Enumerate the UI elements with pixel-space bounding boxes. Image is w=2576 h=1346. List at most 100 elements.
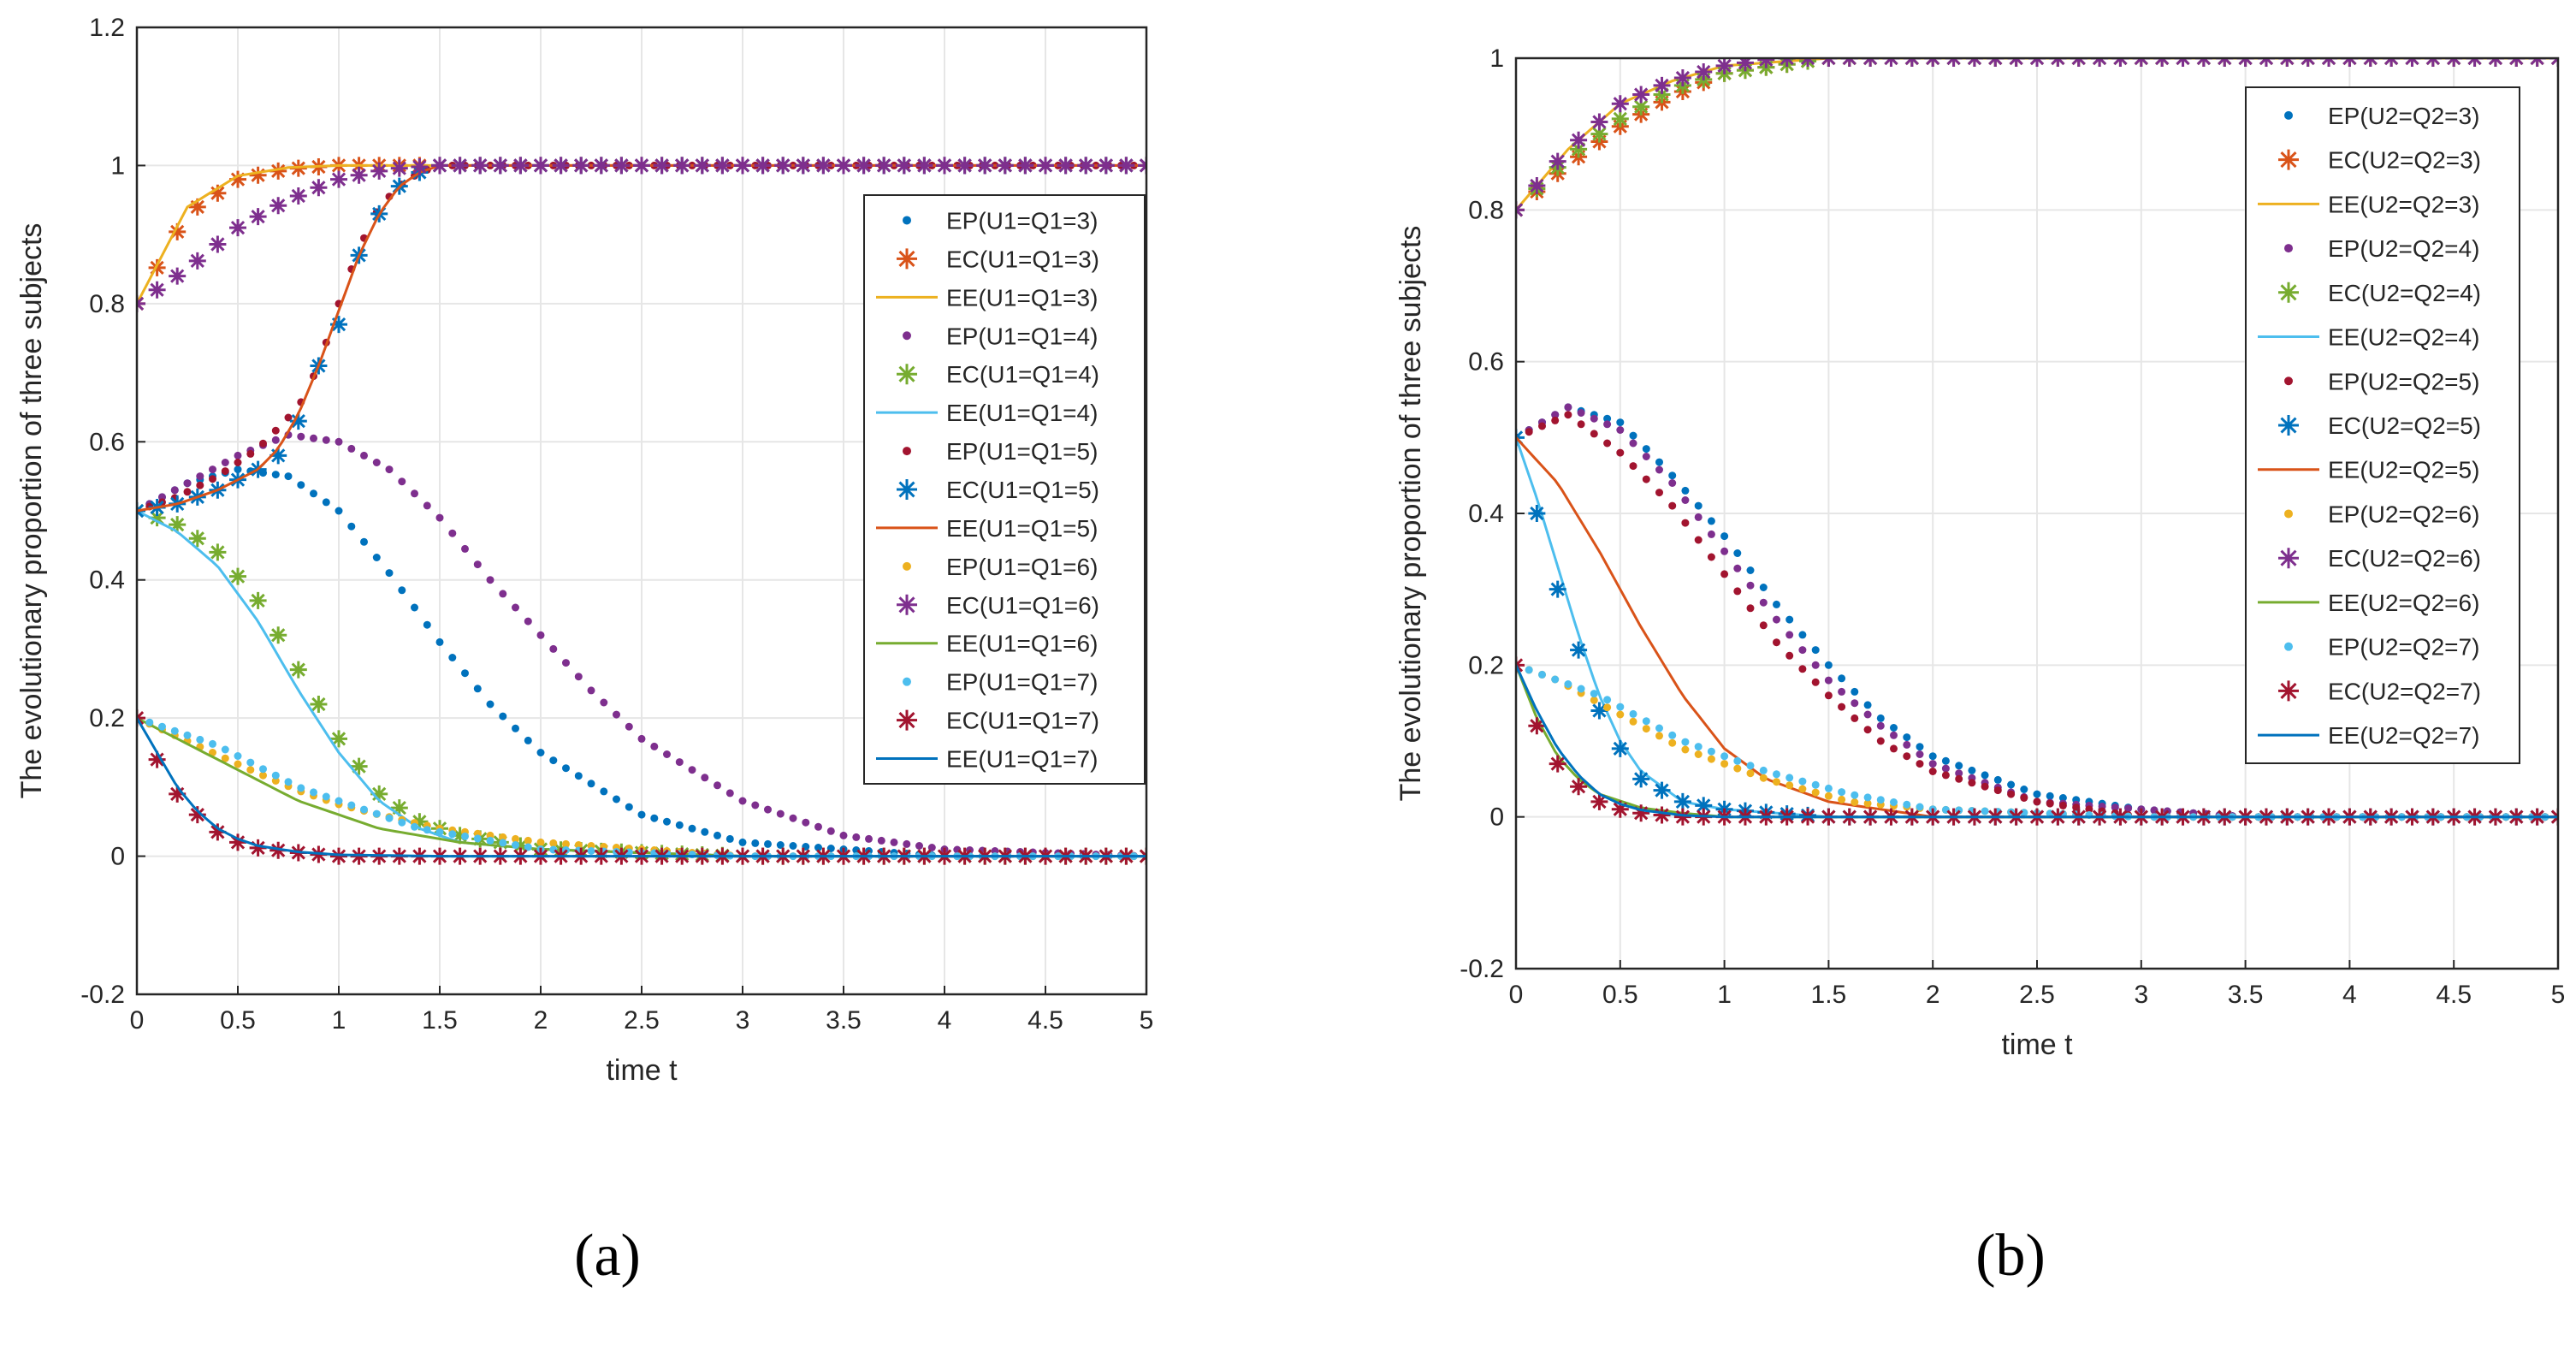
data-point-star bbox=[370, 785, 388, 803]
data-point-star bbox=[390, 159, 408, 177]
data-point bbox=[1668, 738, 1677, 747]
data-point bbox=[587, 780, 595, 788]
data-point bbox=[1668, 479, 1677, 487]
data-point bbox=[1603, 420, 1612, 429]
data-point-star bbox=[512, 157, 530, 175]
legend-label: EE(U2=Q2=4) bbox=[2328, 324, 2479, 351]
data-point bbox=[2085, 805, 2093, 814]
data-point bbox=[461, 832, 469, 840]
data-point bbox=[1564, 403, 1572, 412]
data-point bbox=[714, 781, 721, 790]
series-EC(U2=Q2=6) bbox=[1516, 58, 2558, 219]
data-point bbox=[927, 844, 936, 851]
data-point-star bbox=[330, 847, 347, 865]
data-point bbox=[1890, 744, 1898, 753]
data-point bbox=[1838, 795, 1846, 803]
data-point-star bbox=[370, 162, 388, 180]
legend-dot-marker bbox=[903, 677, 911, 686]
y-tick-label: 1 bbox=[110, 151, 125, 180]
data-point-star bbox=[209, 823, 227, 841]
data-point bbox=[1773, 600, 1780, 608]
data-point bbox=[1851, 798, 1859, 806]
data-point bbox=[1681, 519, 1690, 527]
data-point bbox=[1655, 458, 1663, 466]
data-point bbox=[600, 698, 608, 707]
data-point bbox=[587, 686, 595, 695]
data-point bbox=[1785, 631, 1794, 639]
data-point-star bbox=[1528, 717, 1546, 735]
data-point bbox=[1681, 486, 1690, 495]
data-point bbox=[221, 754, 229, 762]
data-point bbox=[221, 745, 229, 754]
y-tick-label: 0 bbox=[1489, 803, 1504, 832]
data-point bbox=[1863, 726, 1872, 734]
data-point bbox=[170, 486, 179, 495]
legend-label: EE(U1=Q1=4) bbox=[946, 400, 1098, 426]
legend-entry: EP(U2=Q2=7) bbox=[2284, 634, 2479, 661]
data-point bbox=[2007, 780, 2016, 789]
data-point bbox=[423, 620, 431, 629]
data-point-star bbox=[1528, 505, 1546, 522]
data-point bbox=[1811, 646, 1820, 655]
data-point bbox=[1746, 604, 1755, 613]
data-point bbox=[1629, 431, 1637, 440]
data-point bbox=[448, 830, 457, 839]
data-point-star bbox=[774, 157, 792, 175]
data-point bbox=[688, 824, 696, 833]
data-point bbox=[1981, 771, 1989, 780]
data-point bbox=[1655, 489, 1663, 497]
data-point-star bbox=[592, 157, 610, 175]
data-point bbox=[221, 467, 229, 476]
data-point bbox=[2058, 801, 2067, 809]
data-point bbox=[1668, 731, 1677, 739]
y-tick-label: 0.2 bbox=[1468, 651, 1504, 679]
data-point bbox=[310, 489, 317, 498]
data-point-star bbox=[532, 157, 549, 175]
data-point bbox=[1863, 701, 1872, 709]
legend-entry: EC(U1=Q1=6) bbox=[897, 592, 1099, 619]
data-point-star bbox=[1077, 157, 1095, 175]
legend-star-marker bbox=[2278, 548, 2299, 569]
data-point-star bbox=[431, 157, 448, 175]
data-point bbox=[663, 817, 671, 826]
data-point bbox=[1916, 750, 1924, 758]
data-point-star bbox=[169, 267, 187, 285]
data-point bbox=[1590, 690, 1598, 698]
data-point bbox=[1955, 769, 1963, 778]
data-point-star bbox=[855, 157, 873, 175]
data-point bbox=[865, 834, 873, 843]
data-point bbox=[1993, 786, 2002, 795]
legend-entry: EP(U1=Q1=7) bbox=[903, 669, 1098, 696]
data-point bbox=[776, 809, 785, 818]
data-point bbox=[196, 481, 204, 489]
x-axis-label: time t bbox=[2001, 1029, 2073, 1061]
data-point bbox=[1629, 439, 1637, 448]
data-point-star bbox=[1695, 62, 1713, 80]
legend-entry: EE(U2=Q2=7) bbox=[2258, 722, 2479, 749]
data-point-star bbox=[1037, 157, 1054, 175]
data-point bbox=[751, 801, 760, 809]
data-point-star bbox=[148, 509, 166, 527]
x-tick-label: 3 bbox=[736, 1006, 750, 1035]
data-point-star bbox=[209, 184, 227, 202]
data-point bbox=[1863, 799, 1872, 808]
legend-label: EP(U2=Q2=5) bbox=[2328, 368, 2479, 394]
data-point bbox=[1851, 714, 1859, 722]
data-point-star bbox=[269, 447, 287, 465]
data-point-star bbox=[411, 813, 429, 831]
data-point bbox=[574, 673, 583, 681]
data-point bbox=[1733, 764, 1742, 773]
y-axis-label: The evolutionary proportion of three sub… bbox=[15, 223, 48, 799]
data-point bbox=[1785, 774, 1794, 782]
legend-label: EP(U1=Q1=6) bbox=[946, 554, 1098, 580]
data-point-star bbox=[330, 316, 347, 334]
x-tick-label: 3.5 bbox=[826, 1006, 862, 1035]
data-point bbox=[284, 413, 293, 422]
legend-entry: EP(U1=Q1=5) bbox=[903, 438, 1098, 465]
data-point-star bbox=[1736, 58, 1754, 72]
legend-label: EP(U2=Q2=6) bbox=[2328, 501, 2479, 527]
data-point-star bbox=[1632, 770, 1650, 788]
legend-label: EC(U1=Q1=6) bbox=[946, 592, 1099, 619]
data-point-star bbox=[188, 252, 206, 270]
x-tick-label: 0.5 bbox=[1602, 981, 1638, 1009]
